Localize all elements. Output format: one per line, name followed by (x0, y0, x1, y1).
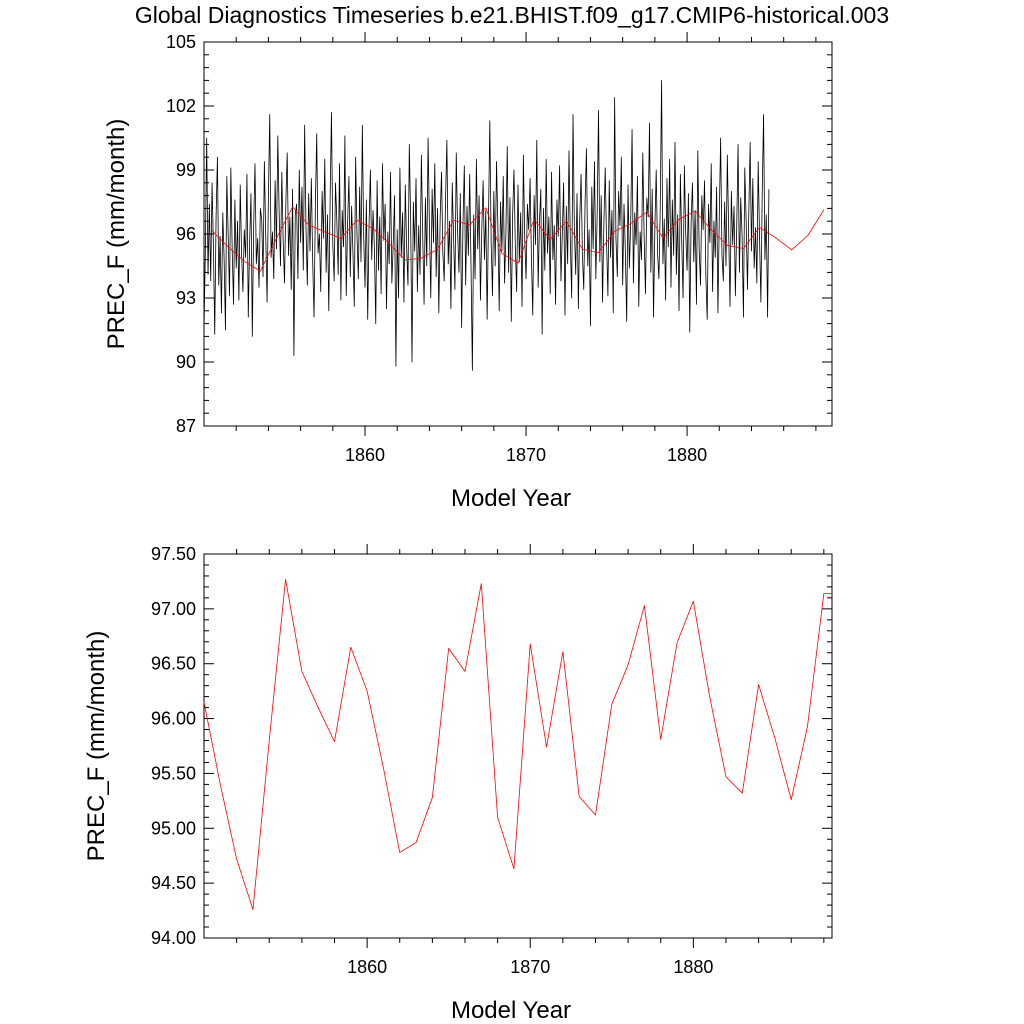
major-ticks (204, 544, 832, 948)
y-tick-label: 95.50 (151, 763, 196, 783)
x-tick-label: 1880 (667, 445, 707, 465)
x-tick-labels: 1860 1870 1880 (347, 957, 713, 977)
y-tick-label: 97.00 (151, 599, 196, 619)
y-tick-label: 90 (176, 352, 196, 372)
y-tick-label: 96.00 (151, 709, 196, 729)
series-group (203, 578, 832, 910)
y-tick-label: 93 (176, 288, 196, 308)
y-tick-label: 96.50 (151, 654, 196, 674)
plot-frame (203, 553, 833, 939)
y-tick-label: 102 (166, 96, 196, 116)
y-tick-label: 96 (176, 224, 196, 244)
series-group (203, 80, 825, 371)
x-tick-label: 1880 (673, 957, 713, 977)
chart-panel-annual: 94.00 94.50 95.00 95.50 96.00 96.50 97.00 97.50… (83, 544, 833, 1024)
series-line-annual-mean (203, 578, 832, 910)
x-tick-label: 1870 (506, 445, 546, 465)
major-ticks (204, 32, 832, 436)
y-tick-labels: 87 90 93 96 99 102 105 (166, 32, 196, 436)
y-axis-label: PREC_F (mm/month) (83, 631, 110, 862)
minor-ticks (204, 549, 832, 943)
x-axis-label: Model Year (451, 997, 571, 1024)
x-axis-label: Model Year (451, 485, 571, 512)
x-tick-label: 1870 (510, 957, 550, 977)
y-tick-label: 99 (176, 160, 196, 180)
y-tick-label: 94.50 (151, 873, 196, 893)
chart-panel-monthly: 87 90 93 96 99 102 105 1860 1870 1880 Model Year… (103, 32, 833, 512)
page-title: Global Diagnostics Timeseries b.e21.BHIS… (134, 2, 890, 28)
y-tick-label: 105 (166, 32, 196, 52)
x-tick-label: 1860 (345, 445, 385, 465)
series-line-monthly (203, 80, 770, 371)
y-tick-label: 87 (176, 416, 196, 436)
y-axis-label: PREC_F (mm/month) (103, 119, 130, 350)
x-tick-label: 1860 (347, 957, 387, 977)
y-tick-label: 94.00 (151, 928, 196, 948)
y-tick-label: 97.50 (151, 544, 196, 564)
y-tick-labels: 94.00 94.50 95.00 95.50 96.00 96.50 97.00 97.50 (151, 544, 196, 948)
y-tick-label: 95.00 (151, 818, 196, 838)
series-line-annual-mean (211, 206, 825, 272)
x-tick-labels: 1860 1870 1880 (345, 445, 707, 465)
